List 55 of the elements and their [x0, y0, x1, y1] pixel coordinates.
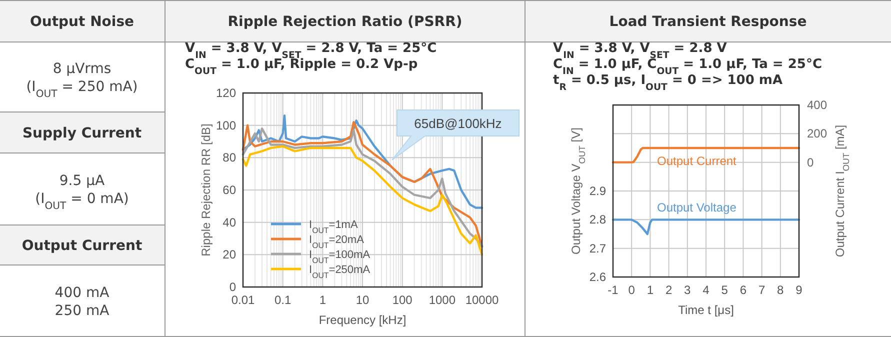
x-axis-title: Time t [μs]	[678, 303, 734, 317]
text: Supply Current	[22, 126, 142, 142]
chart-title: Load Transient Response	[609, 14, 807, 30]
x-tick-label: 0.1	[274, 293, 292, 307]
text: (I$_{OUT}$ = 0 mA)	[35, 191, 129, 212]
y2-tick-label: 200	[807, 126, 828, 141]
text: V$_{IN}$ = 3.8 V, V$_{SET}$ = 2.8 V C$_{IN}$ = 1.0 μF, C$_{OUT}$ = 1.0 μF, Ta = 25°C t$_{R}$ = 0.5 μs, I$_{OUT}$ = 0 => 100 mA	[553, 41, 822, 92]
y2-tick-label: 400	[807, 98, 828, 112]
x-tick-label: 1	[646, 283, 654, 297]
line-series	[612, 218, 800, 236]
y-tick-label: 120	[216, 86, 236, 100]
x-tick-label: 3	[684, 283, 692, 297]
x-tick-label: 4	[702, 283, 710, 297]
x-axis-title: Frequency [kHz]	[318, 313, 406, 327]
text: Output Noise	[30, 14, 134, 30]
chart-title: Ripple Rejection Ratio (PSRR)	[228, 14, 462, 30]
y-tick-label: 100	[216, 118, 236, 132]
y-tick-label: 40	[222, 215, 236, 230]
x-tick-label: 7	[758, 283, 766, 297]
x-tick-label: 6	[740, 283, 747, 297]
x-tick-label: 9	[796, 283, 803, 297]
y2-tick-label: 0	[807, 155, 814, 170]
x-tick-label: 5	[721, 283, 728, 297]
text: (I$_{OUT}$ = 250 mA)	[26, 79, 138, 100]
x-tick-label: 1	[319, 293, 326, 307]
text: 250 mA	[54, 303, 110, 319]
text: 9.5 μA	[59, 173, 106, 189]
text: Output Current	[22, 238, 142, 254]
legend-label: I$_{OUT}$=20mA	[309, 234, 365, 250]
text: 400 mA	[54, 285, 110, 301]
x-tick-label: 8	[777, 283, 784, 297]
y-tick-label: 2.6	[589, 270, 606, 284]
x-tick-label: 10000	[465, 293, 500, 307]
y-tick-label: 2.9	[589, 184, 606, 198]
x-tick-label: 100	[392, 293, 413, 307]
x-tick-label: 0.01	[231, 293, 255, 307]
annotation: 65dB@100kHz	[414, 116, 502, 131]
text: V$_{IN}$ = 3.8 V, V$_{SET}$ = 2.8 V, Ta = 25°C C$_{OUT}$ = 1.0 μF, Ripple = 0.2 Vp-p	[185, 41, 437, 76]
x-tick-label: -1	[608, 283, 619, 297]
x-tick-label: 1000	[428, 293, 456, 307]
y-tick-label: 2.8	[589, 212, 606, 227]
x-tick-label: 2	[665, 283, 672, 297]
text: 8 μVrms	[52, 61, 112, 77]
series-label: Output Voltage	[656, 200, 737, 215]
y-tick-label: 60	[222, 183, 236, 197]
y-tick-label: 80	[222, 150, 236, 165]
legend-label: I$_{OUT}$=1mA	[309, 219, 358, 234]
y-tick-label: 2.7	[589, 241, 606, 256]
y-axis-title: Ripple Rejection RR [dB]	[199, 124, 213, 256]
legend-label: I$_{OUT}$=250mA	[309, 264, 371, 280]
x-tick-label: 0	[628, 283, 636, 297]
y-tick-label: 20	[222, 248, 236, 262]
x-tick-label: 10	[356, 293, 370, 307]
legend-label: I$_{OUT}$=100mA	[309, 249, 371, 264]
series-label: Output Current	[657, 154, 738, 168]
